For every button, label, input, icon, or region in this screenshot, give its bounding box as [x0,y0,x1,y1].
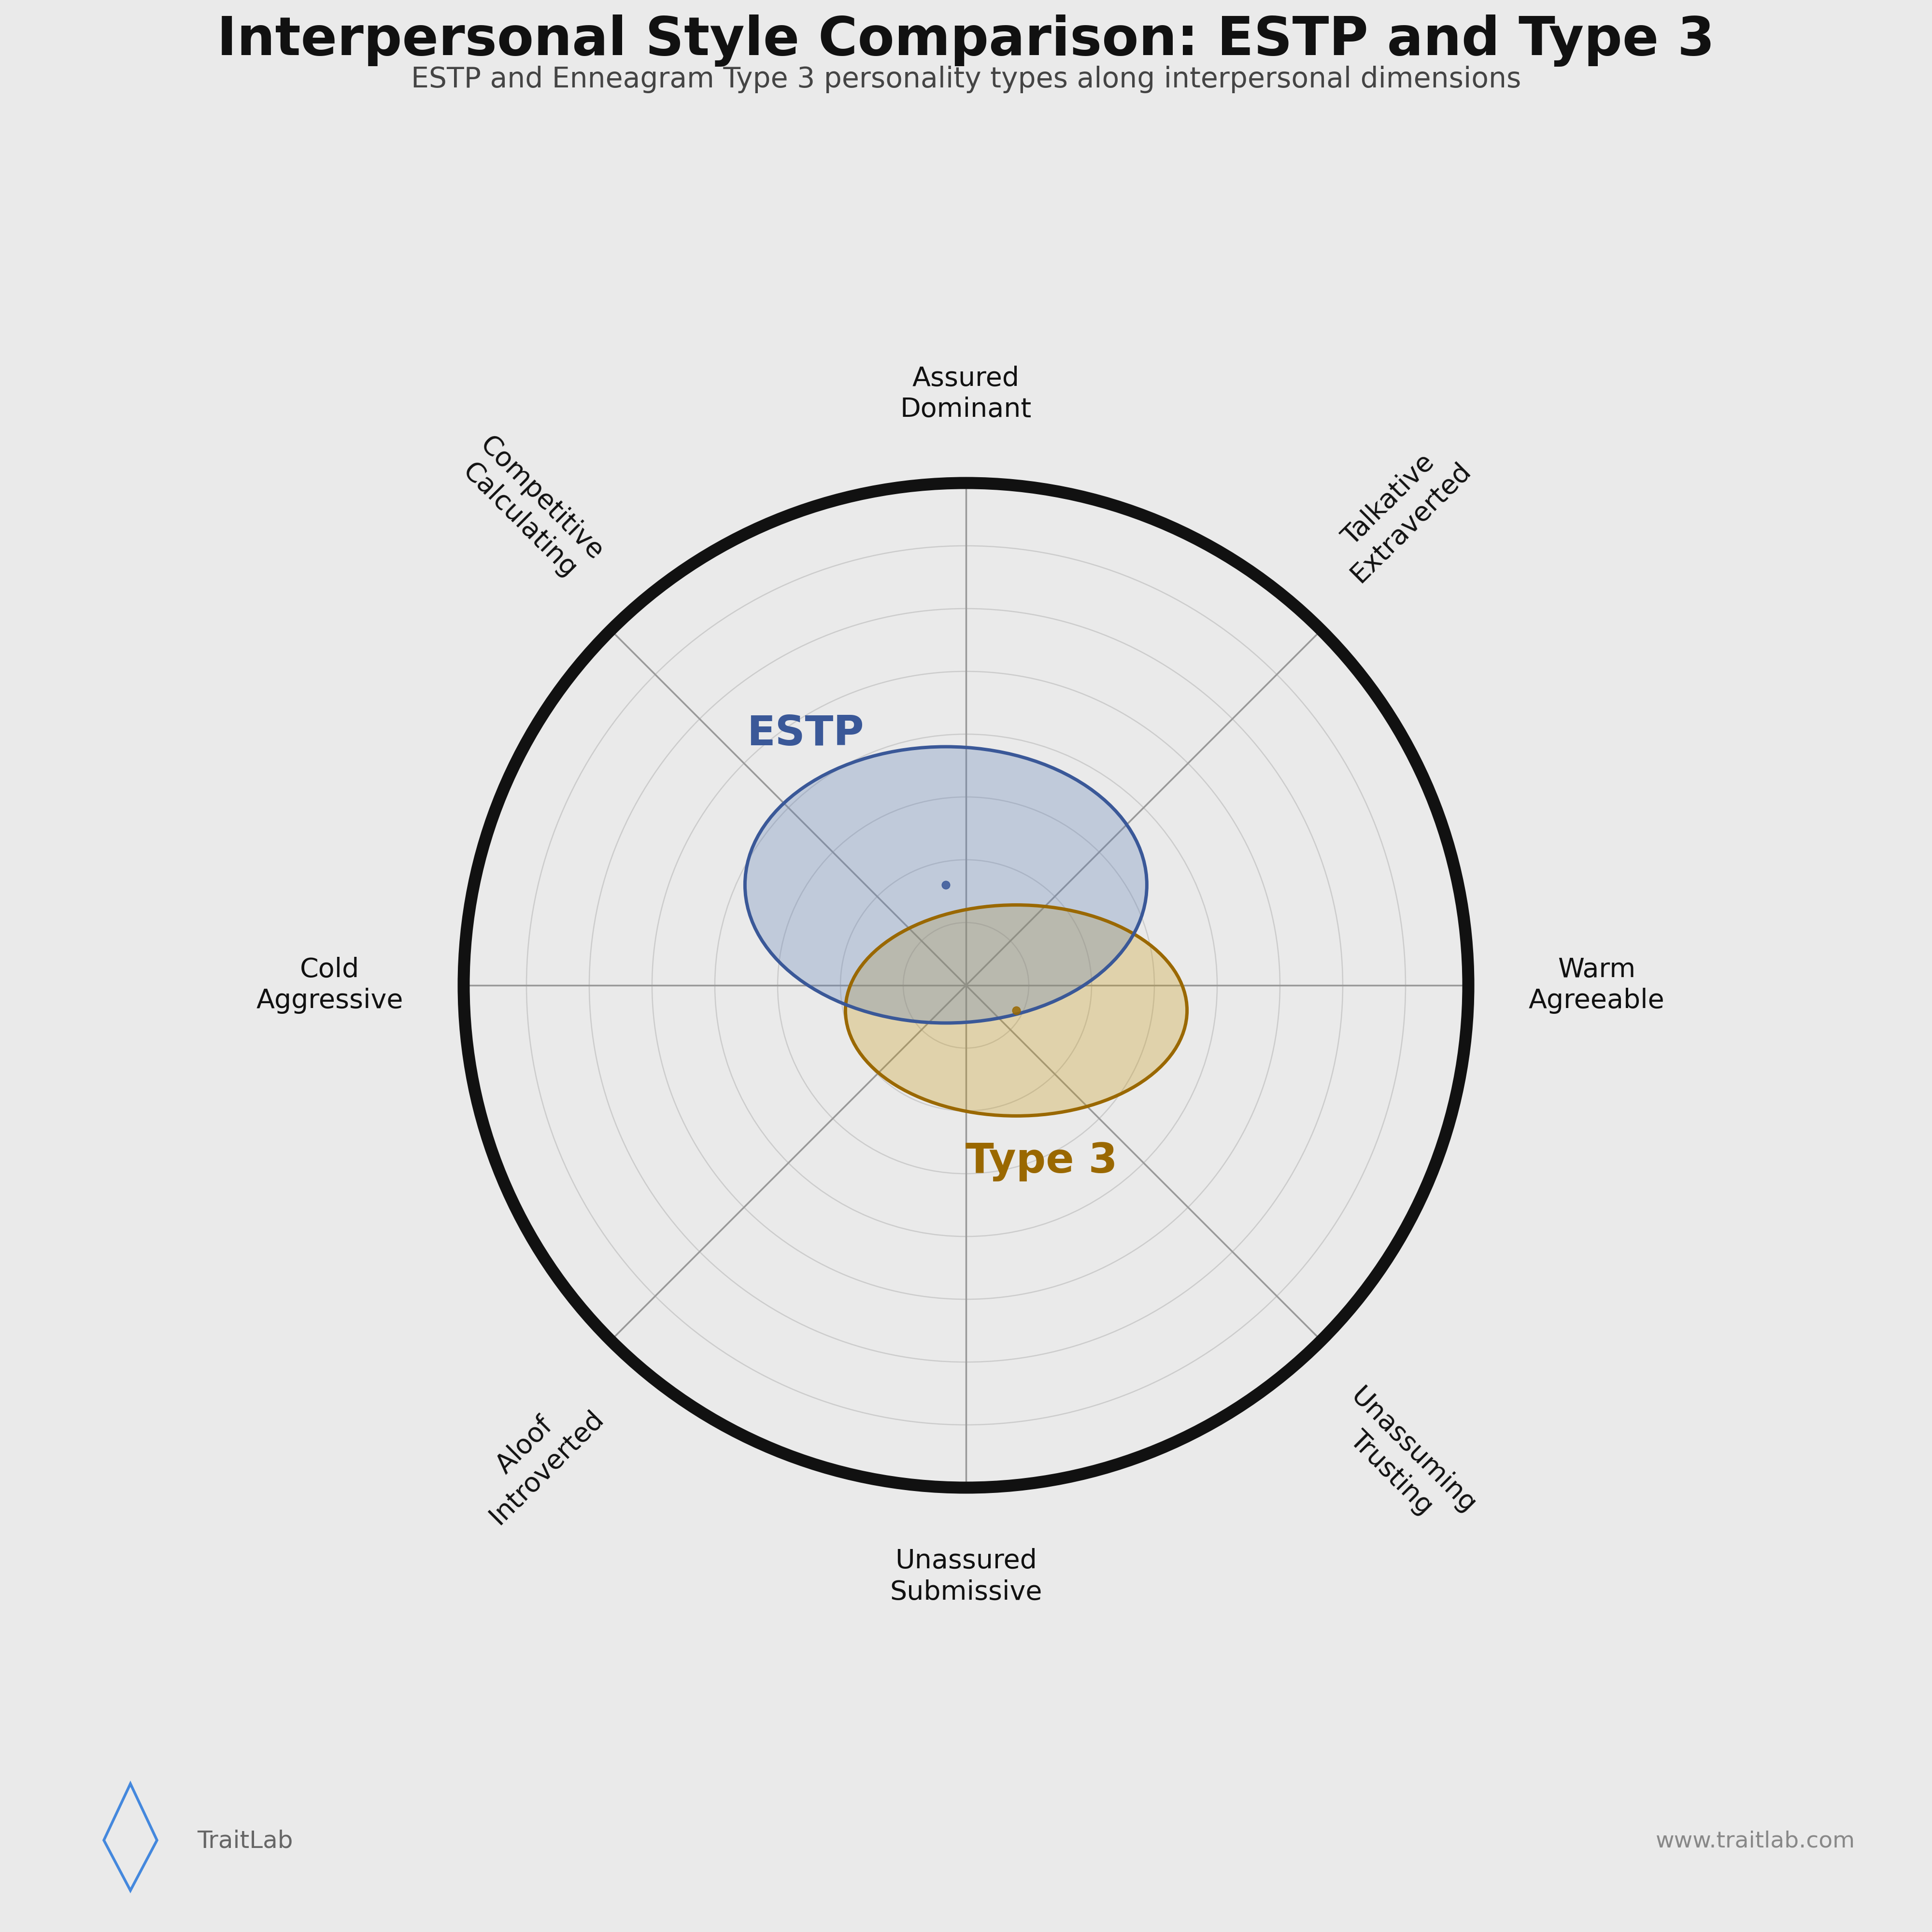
Text: Aloof
Introverted: Aloof Introverted [462,1383,609,1530]
Text: Competitive
Calculating: Competitive Calculating [452,431,609,587]
Text: www.traitlab.com: www.traitlab.com [1656,1830,1855,1853]
Text: Unassured
Submissive: Unassured Submissive [891,1548,1041,1605]
Ellipse shape [746,746,1148,1024]
Text: Type 3: Type 3 [966,1142,1117,1180]
Text: Interpersonal Style Comparison: ESTP and Type 3: Interpersonal Style Comparison: ESTP and… [216,14,1716,66]
Text: Assured
Dominant: Assured Dominant [900,365,1032,423]
Text: ESTP: ESTP [746,715,864,753]
Text: TraitLab: TraitLab [197,1830,294,1853]
Text: Talkative
Extraverted: Talkative Extraverted [1323,435,1476,587]
Text: Unassuming
Trusting: Unassuming Trusting [1323,1383,1480,1540]
Text: Warm
Agreeable: Warm Agreeable [1528,956,1665,1014]
Text: Cold
Aggressive: Cold Aggressive [257,956,404,1014]
Ellipse shape [846,904,1186,1117]
Text: ESTP and Enneagram Type 3 personality types along interpersonal dimensions: ESTP and Enneagram Type 3 personality ty… [412,66,1520,93]
